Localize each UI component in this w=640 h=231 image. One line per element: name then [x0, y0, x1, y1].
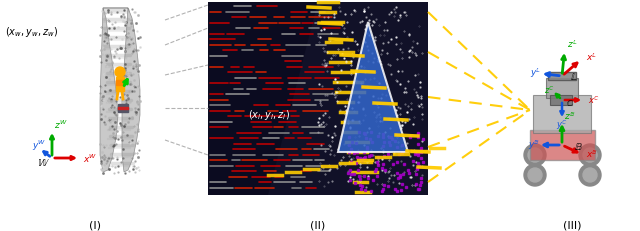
- Text: $(x_l, y_l, z_l)$: $(x_l, y_l, z_l)$: [248, 108, 290, 122]
- Text: $x^\mathbb{B}$: $x^\mathbb{B}$: [586, 149, 598, 161]
- Text: $y^W$: $y^W$: [32, 139, 47, 153]
- Text: (I): (I): [89, 220, 101, 230]
- Text: $\mathbb{C}$: $\mathbb{C}$: [566, 98, 574, 108]
- Text: $z^W$: $z^W$: [54, 119, 68, 131]
- Bar: [208, 2, 428, 195]
- Circle shape: [115, 67, 125, 77]
- Polygon shape: [338, 22, 408, 152]
- Polygon shape: [100, 8, 140, 172]
- Bar: [118, 104, 128, 112]
- Bar: [533, 95, 591, 133]
- Text: (III): (III): [563, 220, 581, 230]
- Circle shape: [579, 164, 601, 186]
- Text: (II): (II): [310, 220, 326, 230]
- Text: $y^\mathbb{C}$: $y^\mathbb{C}$: [556, 118, 568, 132]
- Bar: [550, 95, 572, 105]
- Text: $x^\mathbb{C}$: $x^\mathbb{C}$: [588, 94, 600, 106]
- Bar: [530, 130, 595, 160]
- Circle shape: [528, 168, 542, 182]
- Text: $z^\mathbb{C}$: $z^\mathbb{C}$: [544, 84, 555, 96]
- Bar: [546, 78, 578, 98]
- Circle shape: [583, 148, 597, 162]
- Circle shape: [524, 144, 546, 166]
- Bar: [118, 107, 128, 109]
- Circle shape: [579, 144, 601, 166]
- Text: $y^\mathbb{L}$: $y^\mathbb{L}$: [530, 67, 541, 80]
- Bar: [548, 72, 576, 80]
- Text: $x^W$: $x^W$: [83, 153, 97, 165]
- Bar: [116, 80, 124, 85]
- Text: $\mathbb{L}$: $\mathbb{L}$: [570, 71, 577, 82]
- Text: $\mathbb{W}$: $\mathbb{W}$: [37, 157, 50, 168]
- Text: $\mathbb{B}$: $\mathbb{B}$: [574, 141, 583, 152]
- Circle shape: [524, 164, 546, 186]
- Text: $y^\mathbb{B}$: $y^\mathbb{B}$: [528, 138, 540, 152]
- Text: $(x_w, y_w, z_w)$: $(x_w, y_w, z_w)$: [5, 25, 58, 39]
- Circle shape: [528, 148, 542, 162]
- Circle shape: [583, 168, 597, 182]
- Text: $z^\mathbb{B}$: $z^\mathbb{B}$: [564, 110, 575, 122]
- Polygon shape: [208, 2, 318, 195]
- Bar: [116, 77, 124, 91]
- Text: $x^\mathbb{L}$: $x^\mathbb{L}$: [586, 51, 598, 63]
- Text: $z^\mathbb{L}$: $z^\mathbb{L}$: [566, 38, 577, 50]
